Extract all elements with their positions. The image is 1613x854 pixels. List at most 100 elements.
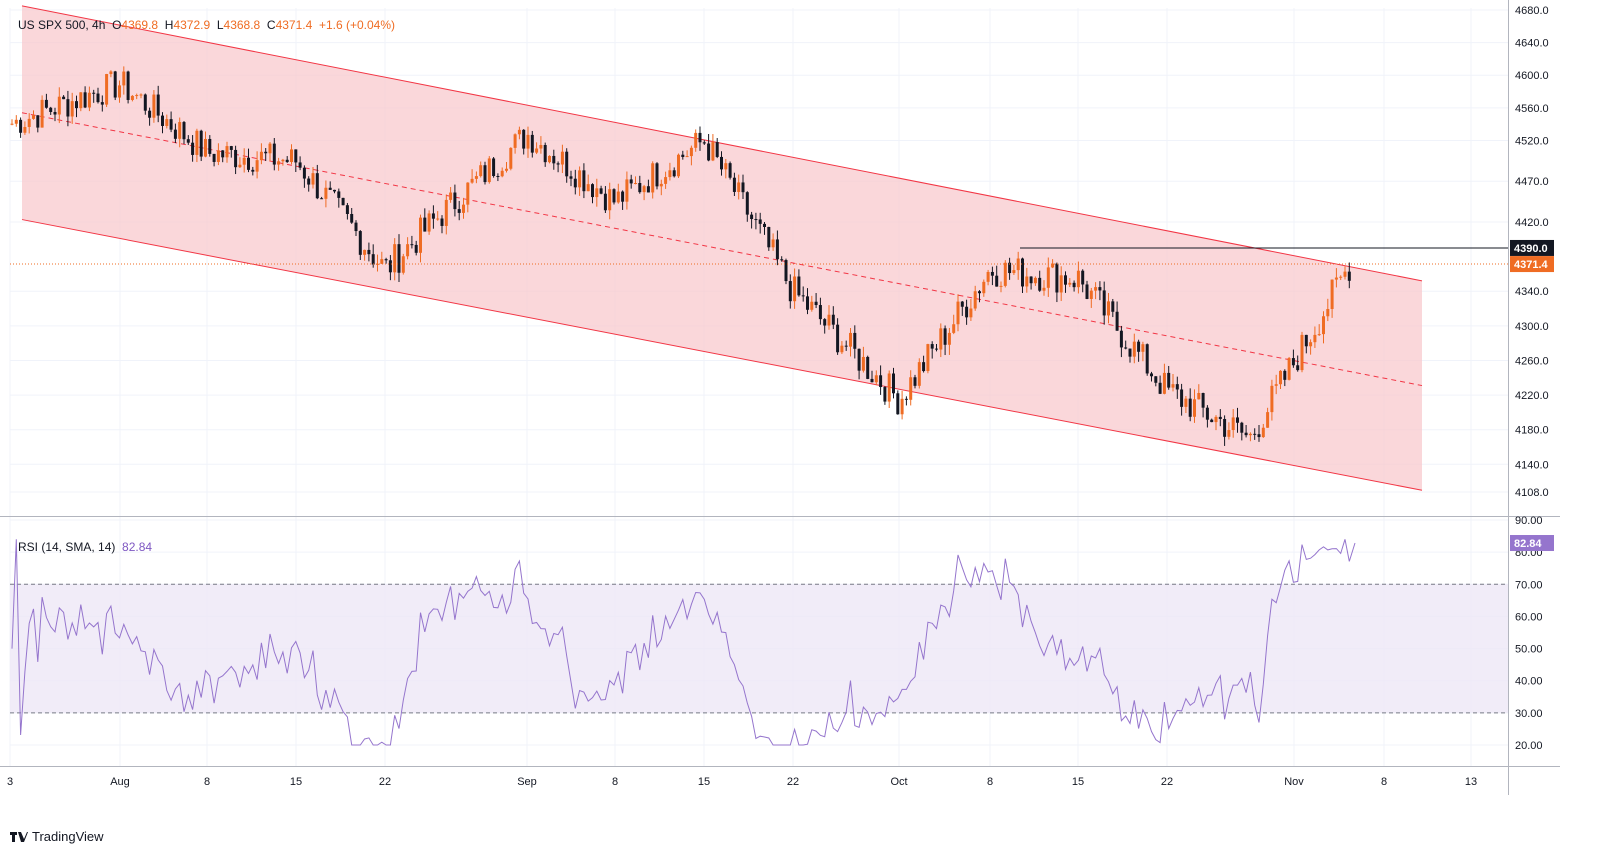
candle-body — [1089, 290, 1093, 299]
candle-body — [1141, 344, 1145, 352]
price-badge-bg — [1510, 256, 1554, 273]
candle-body — [509, 147, 513, 169]
time-tick-label: 22 — [1161, 776, 1173, 788]
candle-body — [887, 373, 891, 402]
candle-body — [814, 301, 818, 306]
candle-body — [599, 188, 603, 194]
candle-body — [87, 92, 91, 108]
price-tick-label: 4640.0 — [1515, 38, 1549, 50]
candle-body — [573, 178, 577, 188]
candle-body — [57, 96, 61, 115]
candle-body — [53, 111, 57, 115]
rsi-tick-label: 90.00 — [1515, 515, 1543, 527]
time-tick-label: Nov — [1284, 776, 1304, 788]
candle-body — [956, 301, 960, 325]
candle-body — [1059, 275, 1063, 293]
candle-body — [1300, 334, 1304, 371]
candle-body — [513, 134, 517, 148]
candle-body — [960, 301, 964, 307]
candle-body — [896, 393, 900, 415]
candle-body — [771, 239, 775, 248]
candle-body — [19, 119, 23, 133]
candle-body — [440, 218, 444, 226]
time-tick-label: 22 — [379, 776, 391, 788]
candle-body — [986, 271, 990, 282]
candle-body — [1304, 334, 1308, 347]
time-tick-label: Aug — [110, 776, 130, 788]
candle-body — [1003, 262, 1007, 286]
high-value: 4372.9 — [173, 18, 211, 32]
candle-body — [1261, 427, 1265, 438]
candle-body — [668, 170, 672, 178]
price-tick-label: 4260.0 — [1515, 355, 1549, 367]
candle-body — [1021, 258, 1024, 287]
candle-body — [505, 168, 508, 171]
candle-body — [1167, 372, 1171, 388]
candle-body — [754, 219, 758, 221]
candle-body — [1055, 263, 1059, 293]
candle-body — [1330, 279, 1334, 309]
candle-body — [612, 189, 616, 203]
candle-body — [616, 191, 620, 203]
low-label: L — [216, 18, 224, 32]
candle-body — [775, 239, 779, 260]
candle-body — [75, 101, 78, 109]
candle-body — [462, 204, 465, 213]
candle-body — [1072, 282, 1076, 288]
candle-body — [221, 150, 225, 158]
candle-body — [487, 158, 491, 183]
candle-body — [1193, 399, 1196, 417]
candle-body — [1128, 348, 1132, 357]
candle-body — [470, 178, 474, 183]
candle-body — [341, 197, 345, 206]
candle-body — [414, 244, 418, 253]
rsi-value: 82.84 — [122, 540, 153, 554]
candle-body — [1124, 347, 1128, 349]
candle-body — [1081, 270, 1085, 285]
open-label: O — [112, 18, 122, 32]
candle-body — [315, 173, 319, 199]
candle-body — [603, 193, 607, 211]
candle-body — [788, 281, 792, 302]
candle-body — [14, 119, 18, 124]
candle-body — [982, 281, 986, 294]
candle-body — [913, 377, 917, 386]
candle-body — [1287, 358, 1291, 380]
candle-body — [500, 170, 504, 177]
candle-body — [302, 167, 306, 179]
candle-body — [625, 179, 629, 202]
candle-body — [453, 192, 457, 210]
candle-body — [698, 132, 702, 143]
candle-body — [947, 332, 951, 345]
candle-body — [1029, 276, 1033, 284]
candle-body — [122, 71, 126, 86]
candle-body — [732, 177, 736, 192]
candle-body — [1068, 282, 1072, 285]
candle-body — [900, 398, 904, 415]
candle-body — [874, 375, 878, 383]
price-tick-label: 4420.0 — [1515, 217, 1549, 229]
candle-body — [281, 159, 285, 162]
candle-body — [707, 143, 711, 161]
candle-body — [238, 164, 242, 168]
candle-body — [367, 249, 371, 255]
price-tick-label: 4560.0 — [1515, 103, 1549, 115]
candle-body — [397, 244, 401, 273]
candle-body — [152, 94, 156, 118]
candle-body — [560, 151, 564, 165]
candle-body — [444, 199, 448, 226]
high-label: H — [164, 18, 174, 32]
candle-body — [70, 101, 74, 117]
candle-body — [857, 348, 861, 371]
candle-body — [1137, 341, 1141, 352]
candle-body — [724, 163, 728, 170]
candle-body — [100, 102, 104, 105]
tradingview-brand[interactable]: TradingView — [10, 829, 104, 844]
candle-body — [388, 260, 392, 273]
candle-body — [763, 223, 766, 227]
candle-body — [797, 276, 801, 296]
candle-body — [363, 249, 367, 255]
candle-body — [156, 94, 160, 116]
candle-body — [737, 182, 741, 192]
